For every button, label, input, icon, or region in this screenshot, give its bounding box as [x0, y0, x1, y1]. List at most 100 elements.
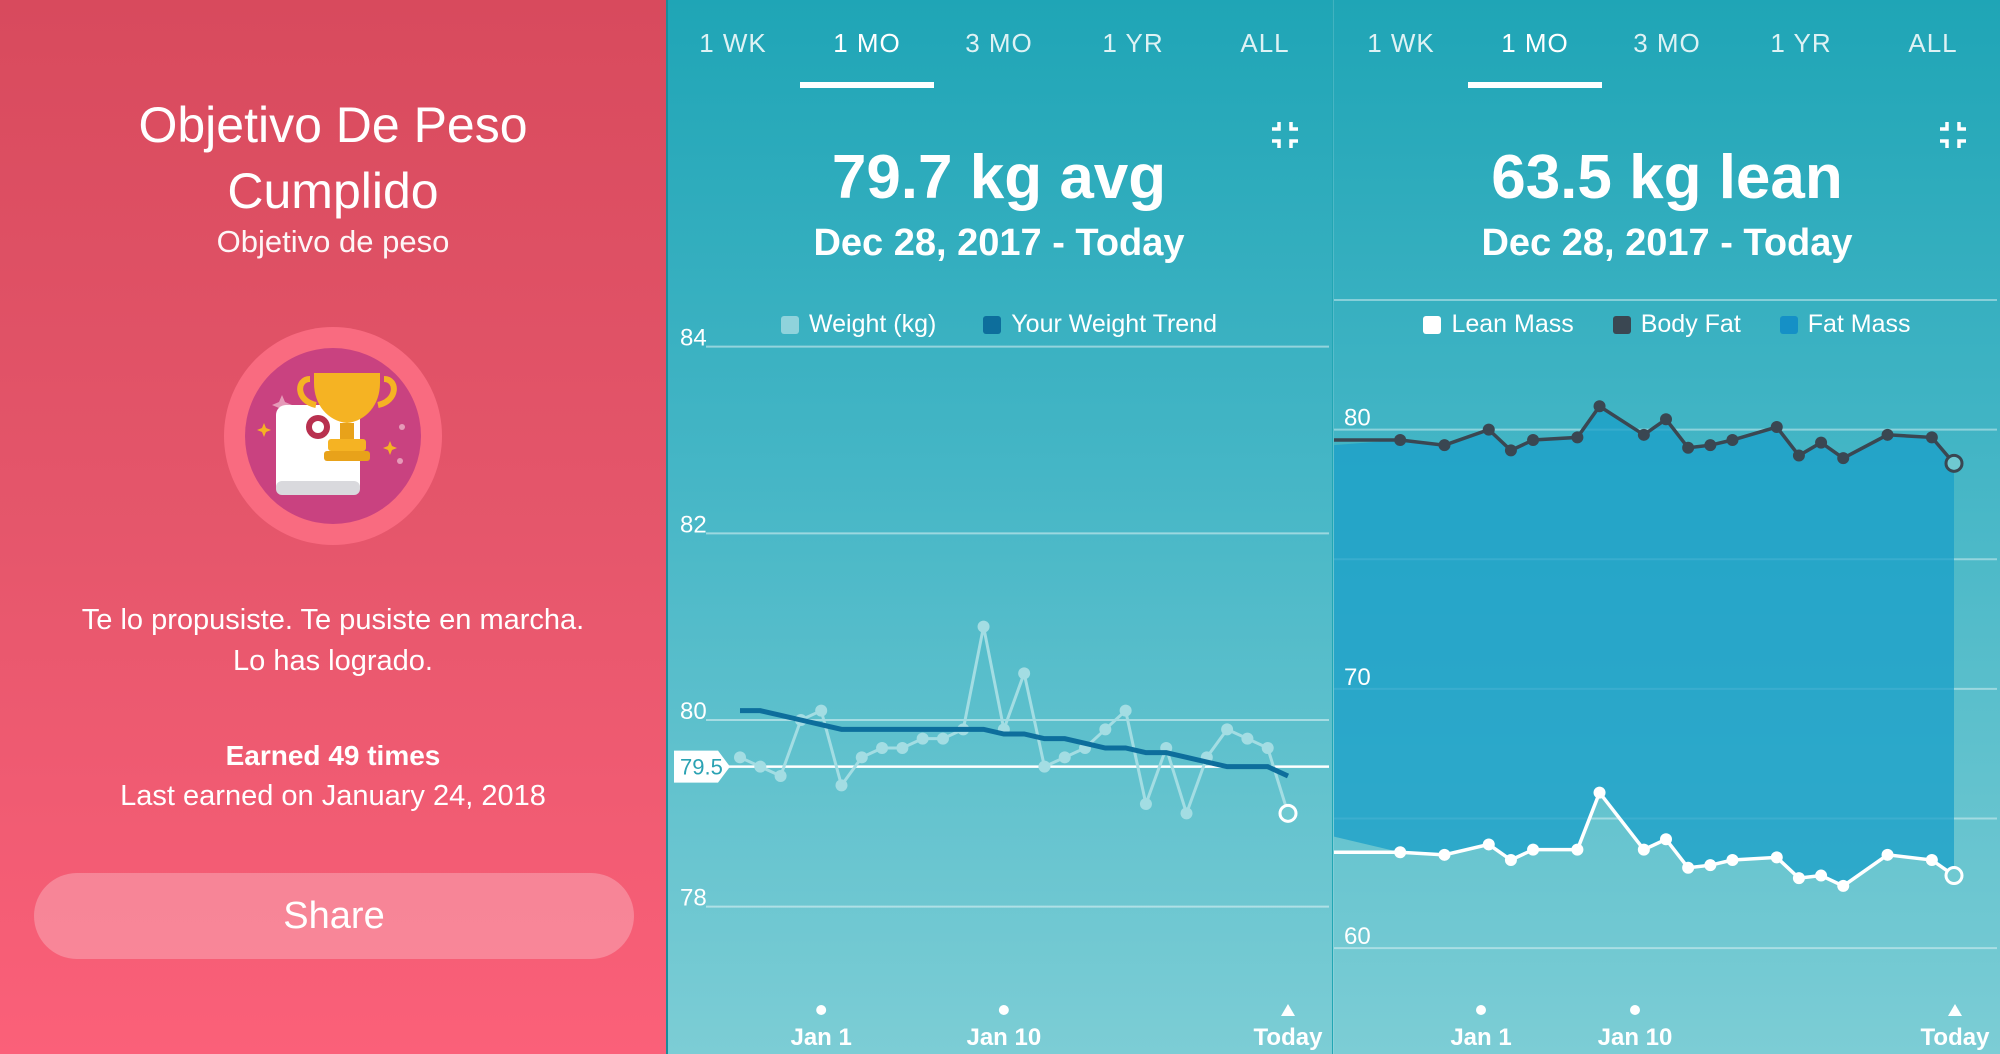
lean-mass-chart-panel: 1 WK 1 MO 3 MO 1 YR ALL 63.5 kg lean Dec…	[1333, 0, 2000, 1054]
legend-label-fat-mass: Fat Mass	[1807, 310, 1911, 338]
body-fat-point	[1726, 434, 1739, 446]
lean-mass-value: 63.5 kg lean	[1491, 143, 1843, 212]
x-tick-label: Jan 1	[790, 1024, 851, 1051]
body-fat-point	[1438, 439, 1451, 452]
lean-mass-chart[interactable]: 80 70 60 Jan 1 Jan 10 Today	[1334, 0, 2000, 1054]
weight-point	[1018, 667, 1031, 680]
chart-legend: Weight (kg) Your Weight Trend	[666, 310, 1332, 339]
weight-point	[835, 779, 848, 792]
legend-swatch-weight	[780, 316, 799, 334]
lean-mass-point	[1726, 854, 1739, 866]
y-tick-label: 60	[1344, 923, 1371, 950]
tab-1wk[interactable]: 1 WK	[699, 28, 767, 58]
lean-mass-point	[1792, 872, 1805, 885]
tab-all[interactable]: ALL	[1908, 28, 1958, 58]
fat-mass-area	[1334, 406, 1954, 886]
body-fat-point	[1482, 423, 1495, 436]
y-tick-label: 84	[680, 325, 707, 352]
date-range: Dec 28, 2017 - Today	[1481, 222, 1853, 264]
lean-mass-point	[1637, 843, 1650, 856]
date-range: Dec 28, 2017 - Today	[813, 222, 1185, 264]
body-fat-point	[1770, 421, 1783, 434]
average-weight: 79.7 kg avg	[831, 143, 1167, 212]
active-tab-indicator	[1468, 82, 1602, 88]
lean-mass-point	[1593, 786, 1606, 799]
average-label-badge	[674, 750, 730, 783]
panel-divider	[666, 0, 668, 1054]
weight-point	[1099, 723, 1112, 736]
lean-mass-point	[1881, 848, 1894, 861]
x-tick-dot	[998, 1005, 1009, 1015]
achievement-message: Te lo propusiste. Te pusiste en marcha. …	[20, 600, 646, 682]
weight-point	[977, 620, 990, 633]
lean-mass-point	[1438, 848, 1451, 861]
weight-point	[815, 704, 828, 717]
achievement-message-line2: Lo has logrado.	[233, 645, 433, 677]
collapse-icon[interactable]	[1270, 120, 1300, 150]
legend-label-weight: Weight (kg)	[808, 310, 937, 338]
x-tick-label: Jan 1	[1450, 1024, 1511, 1051]
average-label: 79.5	[680, 755, 723, 780]
weight-point	[1261, 742, 1274, 754]
weight-series-line	[739, 626, 1290, 819]
body-fat-point	[1660, 413, 1672, 426]
y-tick-label: 82	[680, 511, 707, 538]
achievement-message-line1: Te lo propusiste. Te pusiste en marcha.	[81, 604, 585, 636]
lean-mass-point	[1527, 843, 1540, 856]
collapse-icon[interactable]	[1938, 120, 1968, 150]
tab-3mo[interactable]: 3 MO	[1633, 28, 1701, 58]
today-marker	[1281, 1004, 1295, 1016]
tab-1yr[interactable]: 1 YR	[1102, 28, 1164, 58]
weight-point-latest	[1278, 803, 1298, 823]
lean-mass-point	[1925, 854, 1938, 866]
legend-label-body-fat: Body Fat	[1640, 310, 1741, 338]
tab-1yr[interactable]: 1 YR	[1770, 28, 1832, 58]
body-fat-point	[1704, 439, 1717, 452]
lean-mass-point	[1837, 879, 1850, 892]
legend-item-body-fat: Body Fat	[1612, 310, 1741, 339]
legend-label-lean-mass: Lean Mass	[1451, 310, 1574, 338]
lean-mass-point	[1682, 861, 1695, 874]
body-fat-point	[1682, 441, 1695, 454]
weight-point	[855, 751, 868, 764]
lean-mass-point	[1504, 854, 1517, 866]
weight-chart-panel: 1 WK 1 MO 3 MO 1 YR ALL 79.7 kg avg Dec …	[666, 0, 1332, 1054]
tab-all[interactable]: ALL	[1240, 28, 1290, 58]
body-fat-point	[1527, 434, 1540, 446]
chart-legend: Lean Mass Body Fat Fat Mass	[1334, 310, 2000, 339]
lean-mass-point-latest	[1944, 866, 1964, 886]
weight-point	[1180, 807, 1193, 820]
weight-point	[1241, 732, 1254, 745]
legend-label-trend: Your Weight Trend	[1011, 310, 1217, 338]
achievement-subtitle: Objetivo de peso	[216, 224, 450, 259]
share-button[interactable]: Share	[34, 873, 634, 959]
weight-point	[896, 742, 909, 754]
body-fat-point	[1815, 436, 1828, 449]
x-tick-label: Jan 10	[1598, 1024, 1673, 1051]
lean-mass-point	[1815, 869, 1828, 882]
body-fat-point	[1637, 428, 1650, 441]
trend-series-line	[740, 708, 1290, 779]
tab-1mo[interactable]: 1 MO	[1501, 28, 1569, 58]
x-tick-label: Jan 10	[966, 1024, 1041, 1051]
tab-1mo[interactable]: 1 MO	[833, 28, 901, 58]
legend-item-weight: Weight (kg)	[780, 310, 937, 339]
legend-item-lean-mass: Lean Mass	[1423, 310, 1574, 339]
legend-swatch-trend	[983, 316, 1002, 334]
achievement-title: Objetivo De Peso Cumplido	[138, 97, 528, 219]
x-tick-dot	[1476, 1005, 1486, 1015]
lean-mass-point	[1571, 843, 1584, 856]
body-fat-point	[1504, 444, 1517, 457]
weight-point	[1221, 723, 1234, 736]
legend-swatch-fat-mass	[1779, 316, 1798, 334]
weight-chart[interactable]: 84 82 80 78 79.5 Jan 1 Jan 10 Today	[666, 0, 1332, 1054]
lean-mass-point	[1394, 846, 1407, 859]
weight-point	[936, 732, 949, 745]
tab-3mo[interactable]: 3 MO	[965, 28, 1033, 58]
body-fat-point-latest	[1944, 453, 1964, 473]
tab-1wk[interactable]: 1 WK	[1367, 28, 1435, 58]
lean-mass-point	[1704, 859, 1717, 872]
body-fat-point	[1593, 400, 1606, 413]
weight-point	[734, 751, 746, 764]
weight-point	[1058, 751, 1071, 764]
